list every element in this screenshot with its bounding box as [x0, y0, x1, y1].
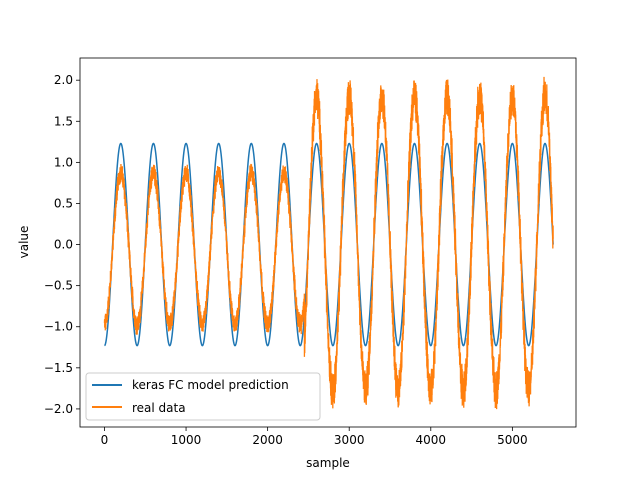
x-tick-label: 1000	[171, 433, 202, 447]
y-tick-label: −0.5	[44, 279, 73, 293]
y-tick-label: −1.0	[44, 320, 73, 334]
y-tick-label: 0.0	[54, 238, 73, 252]
y-tick-label: −1.5	[44, 361, 73, 375]
y-tick-label: 1.0	[54, 155, 73, 169]
series-line-real-data	[103, 76, 554, 410]
y-tick-label: 0.5	[54, 196, 73, 210]
x-tick-label: 2000	[252, 433, 283, 447]
legend-label-prediction: keras FC model prediction	[132, 378, 289, 392]
series-layer	[103, 76, 554, 410]
x-axis-ticks: 0 1000 2000 3000 4000 5000	[101, 427, 528, 447]
legend-box	[85, 372, 321, 421]
y-tick-label: 1.5	[54, 114, 73, 128]
x-tick-label: 3000	[334, 433, 365, 447]
x-tick-label: 4000	[416, 433, 447, 447]
x-tick-label: 0	[101, 433, 109, 447]
legend: keras FC model prediction real data	[85, 372, 321, 421]
y-tick-label: 2.0	[54, 73, 73, 87]
y-tick-label: −2.0	[44, 402, 73, 416]
x-axis-label: sample	[306, 456, 350, 470]
y-axis-ticks: −2.0 −1.5 −1.0 −0.5 0.0 0.5 1.0 1.5 2.0	[44, 73, 80, 416]
plot-frame	[79, 57, 577, 428]
legend-label-real-data: real data	[132, 401, 186, 415]
y-axis-label: value	[17, 226, 31, 259]
x-tick-label: 5000	[497, 433, 528, 447]
